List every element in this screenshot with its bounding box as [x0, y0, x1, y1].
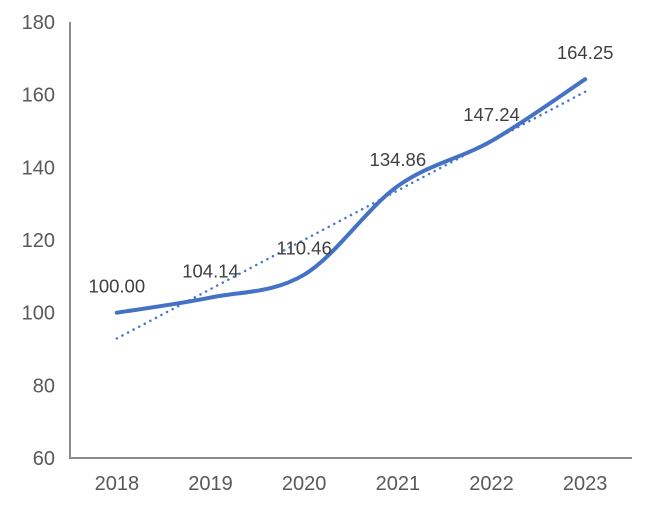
- data-label: 134.86: [370, 149, 427, 170]
- x-tick-label: 2019: [188, 473, 233, 495]
- data-label: 110.46: [277, 238, 332, 259]
- y-tick-label: 60: [33, 448, 55, 470]
- y-tick-label: 180: [22, 12, 55, 34]
- x-tick-label: 2022: [469, 473, 514, 495]
- y-tick-label: 140: [22, 157, 55, 179]
- series-line: [114, 77, 588, 315]
- data-label: 147.24: [463, 104, 520, 125]
- y-tick-label: 80: [33, 375, 55, 397]
- x-tick-label: 2020: [282, 473, 327, 495]
- data-label: 100.00: [89, 276, 146, 297]
- data-label: 104.14: [182, 261, 239, 282]
- y-tick-label: 120: [22, 230, 55, 252]
- y-tick-label: 160: [22, 85, 55, 107]
- x-tick-label: 2023: [563, 473, 608, 495]
- x-tick-label: 2018: [95, 473, 140, 495]
- data-label: 164.25: [557, 42, 614, 63]
- x-tick-label: 2021: [376, 473, 421, 495]
- y-tick-label: 100: [22, 303, 55, 325]
